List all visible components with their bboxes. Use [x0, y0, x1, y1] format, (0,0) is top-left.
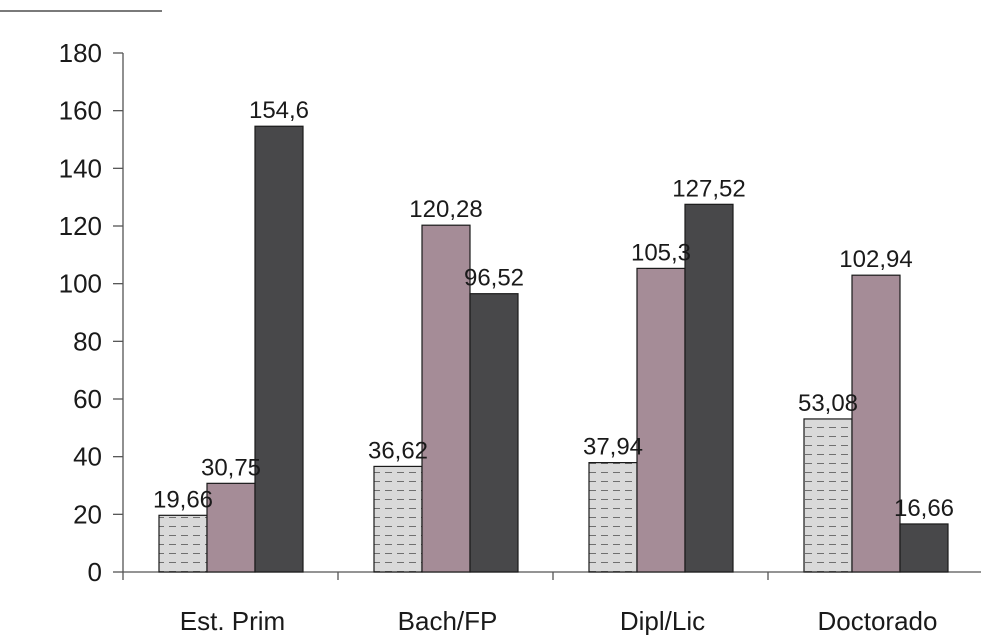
x-tick-label: Dipl/Lic: [620, 606, 705, 635]
data-label: 105,3: [631, 239, 691, 266]
y-tick-label: 60: [73, 384, 102, 414]
x-tick-label: Bach/FP: [398, 606, 498, 635]
data-label: 53,08: [798, 390, 858, 417]
x-tick-label: Doctorado: [818, 606, 938, 635]
y-tick-label: 100: [59, 269, 102, 299]
bar-series-2: [636, 267, 686, 573]
bar-series-1: [588, 462, 638, 573]
bar-series-2: [421, 224, 471, 573]
data-label: 16,66: [894, 495, 954, 522]
y-tick-label: 80: [73, 326, 102, 356]
y-tick-label: 0: [88, 557, 102, 587]
bar-series-2: [206, 482, 256, 573]
data-label: 30,75: [201, 454, 261, 481]
data-label: 19,66: [153, 486, 213, 513]
y-tick-label: 120: [59, 211, 102, 241]
bar-series-3: [899, 523, 949, 573]
bar-series-3: [254, 125, 304, 573]
data-label: 102,94: [839, 246, 912, 273]
x-axis: Est. Prim Bach/FP Dipl/Lic Doctorado: [122, 571, 981, 635]
y-tick-label: 20: [73, 499, 102, 529]
y-axis: 0 20 40 60 80 100 120 140 160 180: [59, 38, 124, 587]
y-tick-label: 140: [59, 153, 102, 183]
data-label: 36,62: [368, 437, 428, 464]
data-label: 37,94: [583, 434, 643, 461]
data-labels: 19,66 30,75 154,6 36,62 120,28 96,52 37,94 105,…: [153, 97, 954, 522]
data-label: 127,52: [672, 175, 745, 202]
bar-series-1: [373, 465, 423, 573]
y-tick-label: 160: [59, 96, 102, 126]
bars: [158, 125, 949, 573]
y-tick-label: 180: [59, 38, 102, 68]
x-tick-label: Est. Prim: [180, 606, 285, 635]
data-label: 154,6: [249, 97, 309, 124]
bar-series-3: [684, 203, 734, 573]
bar-series-1: [158, 514, 208, 573]
data-label: 120,28: [409, 196, 482, 223]
y-tick-label: 40: [73, 442, 102, 472]
bar-series-2: [851, 274, 901, 573]
bar-series-1: [803, 418, 853, 573]
bar-series-3: [469, 293, 519, 573]
data-label: 96,52: [464, 265, 524, 292]
